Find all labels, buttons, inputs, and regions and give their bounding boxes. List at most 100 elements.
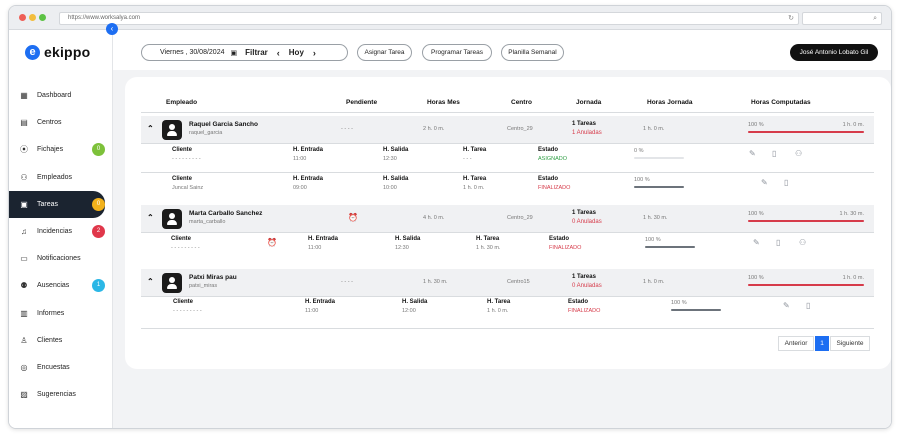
employee-name: Marta Carballo Sanchez [189,210,263,217]
edit-pencil-icon[interactable]: ✎ [783,301,790,310]
tarea-label: H. Tarea [463,147,487,153]
sidebar-item-centros[interactable]: ▤ Centros [9,109,113,136]
count-badge: 1 [92,279,105,293]
sidebar-item-informes[interactable]: ▥ Informes [9,300,113,327]
chevron-up-icon[interactable]: ⌃ [147,277,154,286]
edit-pencil-icon[interactable]: ✎ [761,178,768,187]
header-horas-jornada: Horas Jornada [647,99,693,106]
prev-day-chevron-icon[interactable]: ‹ [276,47,280,58]
chevron-up-icon[interactable]: ⌃ [147,124,154,133]
sidebar-item-label: Centros [37,119,62,127]
maximize-window-icon[interactable] [39,14,46,21]
header-pendiente: Pendiente [346,99,378,106]
users-icon: ⚇ [20,172,28,182]
today-button[interactable]: Hoy [288,48,304,57]
horas-jornada-value: 1 h. 0 m. [643,126,665,132]
close-window-icon[interactable] [19,14,26,21]
row-divider [141,143,874,144]
pendiente-value: - - - - [341,279,353,285]
building-icon: ▤ [20,118,28,128]
sidebar-item-sugerencias[interactable]: ▨ Sugerencias [9,381,113,408]
sidebar-item-fichajes[interactable]: ⦿ Fichajes 0 [9,136,113,163]
horas-jornada-value: 1 h. 30 m. [643,215,668,221]
sidebar-item-notificaciones[interactable]: ▭ Notificaciones [9,245,113,272]
filter-button[interactable]: Filtrar [245,48,268,57]
computed-progress-fill [748,284,864,286]
entrada-value: 11:00 [293,156,307,162]
estado-label: Estado [549,236,570,242]
jornada-tareas: 1 Tareas [572,210,596,216]
browser-search-input[interactable]: ⌕ [802,12,882,25]
assign-task-button[interactable]: Asignar Tarea [357,44,412,61]
pagination-prev-button[interactable]: Anterior [778,336,814,351]
inbox-icon: ▨ [20,390,28,400]
sidebar-item-label: Informes [37,309,65,317]
sidebar-item-tareas[interactable]: ▣ Tareas 0 [9,190,105,218]
address-bar[interactable]: https://www.worksalya.com ↻ [59,12,799,25]
collapse-sidebar-button[interactable]: ‹ [106,23,118,35]
cliente-label: Cliente [173,299,194,305]
tarea-label: H. Tarea [463,176,487,182]
date-filter[interactable]: Viernes , 30/08/2024 ▣ Filtrar ‹ Hoy › [141,44,348,61]
sidebar-item-incidencias[interactable]: ♫ Incidencias 2 [9,218,113,245]
status-badge: FINALIZADO [538,185,571,191]
employee-group-row[interactable] [141,205,874,232]
sidebar-item-clientes[interactable]: ♙ Clientes [9,327,113,354]
task-progress-fill [634,186,684,188]
assign-user-icon[interactable]: ⚇ [795,149,803,158]
sidebar-item-dashboard[interactable]: ▦ Dashboard [9,82,113,109]
computed-progress-fill [748,131,864,133]
jornada-tareas: 1 Tareas [572,274,596,280]
user-menu-button[interactable]: José Antonio Lobato Gil [790,44,878,61]
pagination-next-button[interactable]: Siguiente [830,336,870,351]
employee-username: patxi_miras [189,283,218,289]
next-day-chevron-icon[interactable]: › [312,47,316,58]
row-divider [141,296,874,297]
report-icon: ▥ [20,308,28,318]
tarea-label: H. Tarea [487,299,511,305]
clipboard-icon[interactable]: ▯ [776,238,781,247]
header-divider [141,112,874,113]
sidebar-item-ausencias[interactable]: ⚉ Ausencias 1 [9,272,113,299]
sidebar-item-label: Incidencias [37,228,73,236]
header-empleado: Empleado [166,99,198,106]
edit-pencil-icon[interactable]: ✎ [749,149,756,158]
count-badge: 0 [92,197,105,211]
browser-window: https://www.worksalya.com ↻ ⌕ e ekippo ▦… [8,5,892,429]
reload-icon[interactable]: ↻ [788,15,794,22]
sidebar: e ekippo ▦ Dashboard ▤ Centros ⦿ Fichajes 0 ⚇ Em… [9,30,113,428]
app-logo[interactable]: e ekippo [25,44,90,60]
survey-icon: ◎ [20,362,28,372]
chevron-up-icon[interactable]: ⌃ [147,213,154,222]
date-value: Viernes , 30/08/2024 [160,49,225,56]
horas-mes-value: 2 h. 0 m. [423,126,445,132]
assign-user-icon[interactable]: ⚇ [799,238,807,247]
task-progress-percent: 100 % [645,237,661,243]
clipboard-icon[interactable]: ▯ [772,149,777,158]
centro-value: Centro_29 [507,215,533,221]
sidebar-item-label: Fichajes [37,146,64,154]
browser-chrome: https://www.worksalya.com ↻ ⌕ [9,6,891,30]
salida-value: 12:30 [383,156,397,162]
weekly-planner-button[interactable]: Planilla Semanal [501,44,564,61]
schedule-tasks-button[interactable]: Programar Tareas [422,44,492,61]
employee-group-row[interactable] [141,269,874,296]
minimize-window-icon[interactable] [29,14,36,21]
clipboard-icon[interactable]: ▯ [784,178,789,187]
sidebar-item-empleados[interactable]: ⚇ Empleados [9,164,113,191]
estado-label: Estado [538,176,559,182]
computed-time: 1 h. 0 m. [842,122,864,128]
edit-pencil-icon[interactable]: ✎ [753,238,760,247]
tarea-value: 1 h. 30 m. [476,245,501,251]
cliente-label: Cliente [171,236,192,242]
header-centro: Centro [511,99,532,106]
header-jornada: Jornada [576,99,602,106]
pagination-page-button[interactable]: 1 [815,336,829,351]
clipboard-icon[interactable]: ▯ [806,301,811,310]
tarea-value: 1 h. 0 m. [463,185,485,191]
employee-group-row[interactable] [141,116,874,143]
sidebar-item-label: Notificaciones [37,255,81,263]
tarea-label: H. Tarea [476,236,500,242]
calendar-icon[interactable]: ▣ [230,49,238,57]
sidebar-item-encuestas[interactable]: ◎ Encuestas [9,354,113,381]
